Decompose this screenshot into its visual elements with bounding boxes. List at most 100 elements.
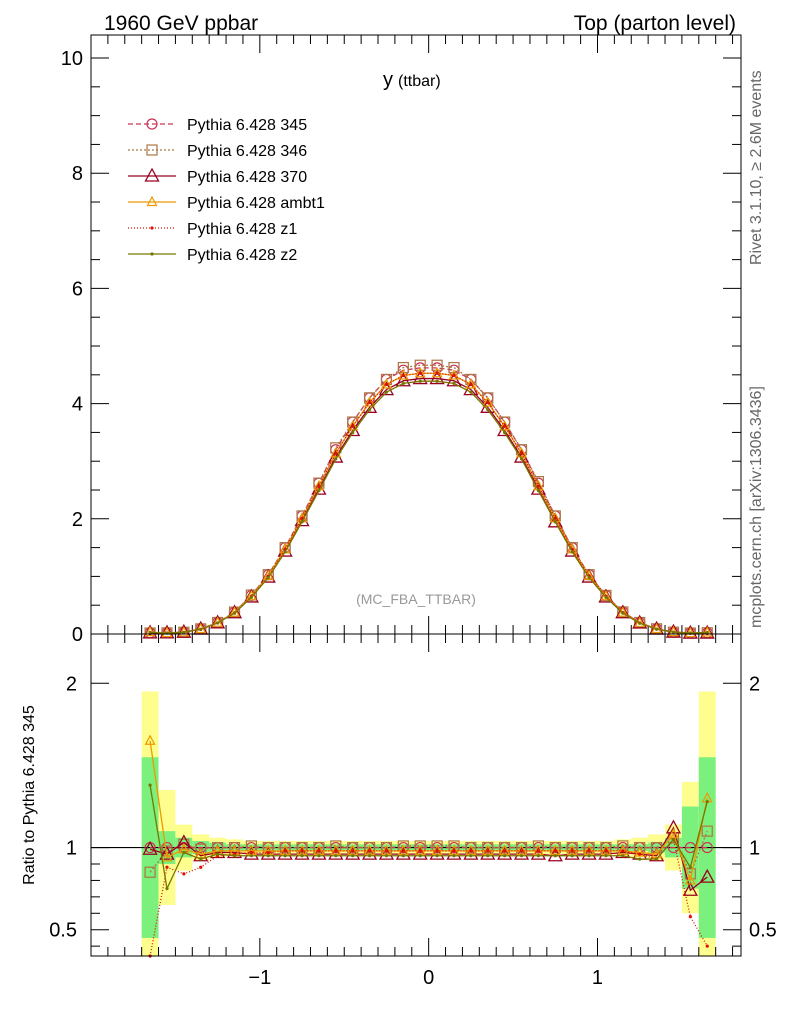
series-layer [142, 359, 715, 958]
legend-entry-label: Pythia 6.428 345 [187, 117, 307, 134]
series-point-main [367, 408, 372, 412]
series-point-ratio [182, 872, 186, 876]
series-point-ratio [638, 852, 642, 856]
series-point-ratio [384, 854, 389, 858]
series-point-main [486, 408, 490, 412]
ratio-panel-frame [90, 633, 742, 957]
series-point-ratio [367, 854, 372, 858]
series-line-ratio [149, 830, 708, 876]
legend: Pythia 6.428 345 Pythia 6.428 346 Pythia 6… [128, 117, 325, 264]
series-point-main [654, 627, 659, 631]
series-point-ratio [486, 849, 490, 853]
series-pythia-6-428-345 [144, 362, 713, 854]
series-point-ratio [182, 850, 186, 855]
series-point-ratio [351, 854, 355, 858]
series-point-ratio [705, 799, 709, 804]
main-y-tick-label: 4 [72, 394, 83, 416]
series-point-ratio [553, 849, 557, 853]
series-point-ratio [266, 850, 270, 855]
ratio-y-tick-label-right: 0.5 [749, 920, 777, 942]
mcplots-credit-label: mcplots.cern.ch [arXiv:1306.3436] [748, 386, 765, 628]
legend-swatch-marker [150, 252, 154, 256]
series-line-ratio [149, 740, 708, 883]
series-line-ratio [149, 837, 708, 957]
series-point-ratio [367, 849, 372, 853]
series-point-ratio [317, 854, 321, 858]
series-point-main [638, 621, 642, 625]
series-point-ratio [701, 841, 713, 854]
series-point-main [243, 588, 259, 603]
series-point-ratio [161, 851, 173, 862]
series-point-ratio [688, 865, 692, 869]
series-point-main [452, 373, 456, 378]
series-point-main [503, 431, 507, 435]
series-point-main [519, 451, 524, 455]
series-point-ratio [279, 841, 291, 854]
series-point-main [144, 625, 156, 637]
series-pythia-6-428-z1 [148, 371, 709, 958]
series-point-ratio [401, 849, 405, 853]
series-point-main [536, 489, 541, 493]
series-point-ratio [300, 854, 304, 858]
series-point-ratio [148, 783, 152, 787]
legend-entry-label: Pythia 6.428 z2 [187, 247, 297, 264]
series-point-ratio [553, 854, 557, 858]
series-point-main [621, 611, 625, 615]
series-point-main [435, 379, 439, 383]
series-point-ratio [688, 914, 692, 919]
series-point-ratio [587, 854, 591, 858]
series-point-main [367, 400, 372, 405]
series-point-ratio [266, 854, 270, 858]
series-point-main [570, 550, 574, 554]
series-point-main [161, 626, 173, 638]
legend-swatch-marker [150, 226, 154, 230]
series-point-ratio [435, 849, 439, 853]
series-point-ratio [469, 854, 473, 858]
series-point-main [328, 448, 344, 463]
series-point-ratio [503, 849, 507, 853]
series-point-ratio [249, 854, 253, 858]
axes-and-ticks: 0 2 4 6 8 10 −1 0 1 0.5 0.5 1 1 2 2 [49, 35, 777, 989]
series-point-main [397, 369, 409, 380]
series-point-ratio [519, 849, 524, 853]
series-point-main [395, 372, 411, 387]
series-point-main [701, 626, 713, 637]
series-point-ratio [334, 854, 338, 858]
series-point-main [317, 489, 321, 493]
series-point-ratio [144, 734, 156, 745]
plot-header-left: 1960 GeV ppbar [104, 12, 258, 35]
series-point-ratio [199, 865, 203, 869]
series-point-main [384, 382, 389, 387]
series-point-ratio [165, 865, 169, 869]
series-point-main [182, 630, 186, 634]
series-point-main [412, 370, 428, 385]
series-point-ratio [452, 849, 456, 853]
main-y-tick-label: 6 [72, 278, 83, 300]
main-title-sub: (ttbar) [398, 73, 441, 90]
series-point-main [503, 424, 507, 428]
legend-swatch-marker [146, 144, 158, 156]
series-point-main [705, 630, 709, 635]
series-point-main [300, 520, 304, 524]
series-point-ratio [283, 854, 287, 858]
series-point-main [232, 611, 237, 615]
series-point-ratio [452, 854, 456, 858]
series-point-main [615, 604, 631, 619]
series-point-ratio [401, 854, 405, 858]
series-point-main [465, 378, 477, 389]
series-point-ratio [570, 849, 574, 853]
series-point-main [482, 396, 494, 407]
series-point-ratio [283, 849, 287, 853]
series-point-ratio [549, 841, 561, 854]
series-point-main [249, 595, 253, 599]
series-point-ratio [503, 854, 507, 858]
series-point-main [418, 379, 422, 383]
series-point-ratio [600, 841, 612, 854]
legend-entry-label: Pythia 6.428 ambt1 [187, 195, 325, 212]
series-point-main [516, 447, 528, 458]
series-point-main [671, 630, 676, 634]
series-point-main [317, 484, 321, 488]
main-y-tick-label: 8 [72, 163, 83, 185]
series-point-main [418, 371, 422, 375]
